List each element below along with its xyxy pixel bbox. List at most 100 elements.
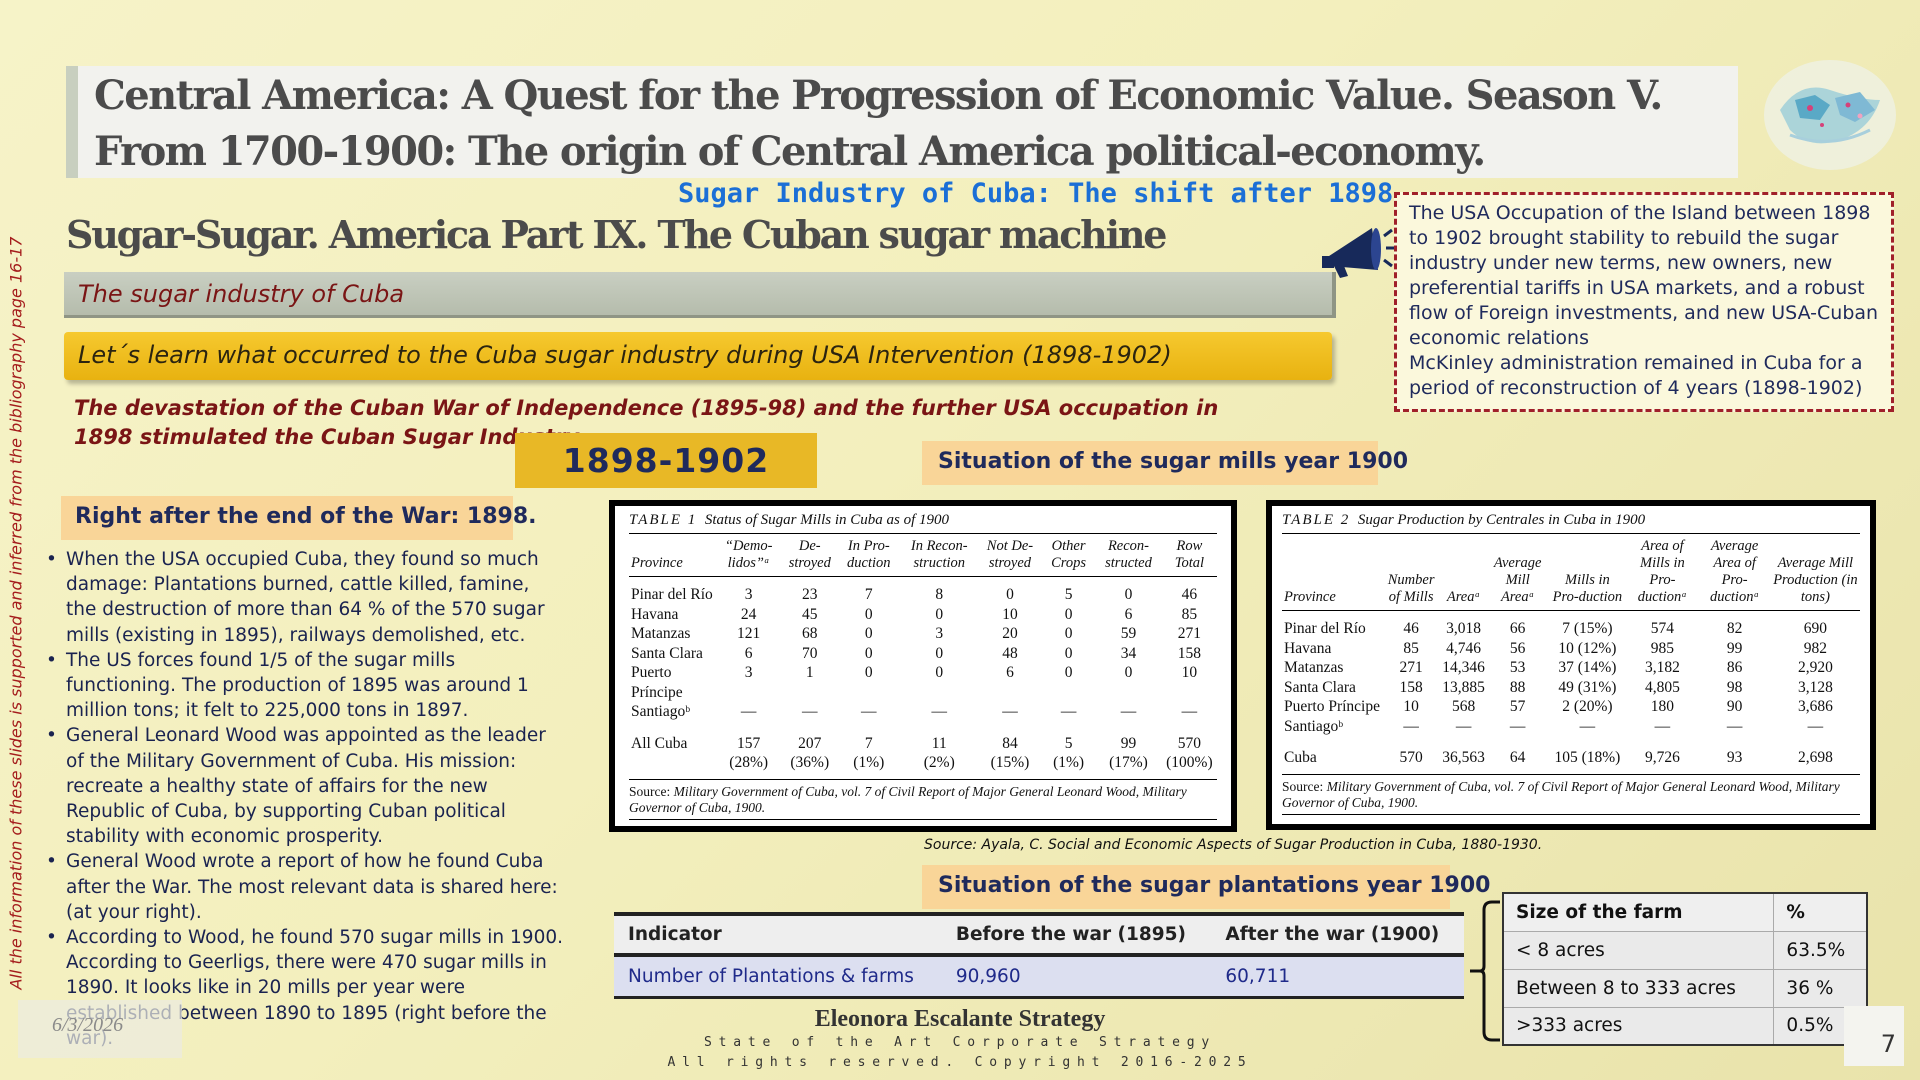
table-cell: — [1509,717,1526,735]
farm-cell: 36 % [1773,968,1868,1008]
table-sugar-mills-status: TABLE 1 Status of Sugar Mills in Cuba as… [609,500,1237,832]
table-cell: 0 [1064,625,1073,642]
slide-subtitle: Sugar Industry of Cuba: The shift after … [678,178,1394,209]
learn-bar: Let´s learn what occurred to the Cuba su… [64,332,1332,380]
table-row: Puerto 3 1 0 0 6 0 0 10 [629,663,1217,683]
table-cell: 68 [802,625,818,642]
table-cell: 23 [802,586,818,603]
table-cell: 3 [935,625,944,642]
table-row: Santa Clara 6 70 0 0 48 0 34 158 [629,644,1217,664]
table-cell: 158 [1177,644,1201,662]
table-cell: 88 [1509,678,1526,696]
table-cell: (36%) [782,753,838,780]
table-header-cell: In Pro-duction [837,534,901,577]
table-cell: (2%) [900,753,978,780]
table-row: Santiagoᵇ — — — — — — — [1282,717,1860,737]
table-cell [1095,683,1162,703]
title-line-2: From 1700-1900: The origin of Central Am… [94,128,1486,175]
table-cell: 20 [1002,625,1018,642]
table-cell: (17%) [1095,753,1162,780]
table-cell: 570 [1177,734,1201,752]
table-cell: 6 [1006,664,1014,681]
table-cell: 8 [935,586,944,603]
plant-cell: 90,960 [941,955,1212,999]
table-cell: 4,746 [1446,639,1481,657]
war-end-label: Right after the end of the War: 1898. [61,496,537,540]
table-cell: 3 [744,664,753,681]
table-cell: 45 [802,605,818,623]
table2-grid: Province Number of Mills Areaᵃ Average Mill… [1282,534,1860,775]
table-cell: 66 [1509,620,1526,637]
farm-cell: 63.5% [1773,930,1868,970]
table-row: Santiagoᵇ — — — — — — — — [629,702,1217,722]
table1-grid: Province “Demo-lidos”ᵃ De-stroyed In Pro-du… [629,534,1217,780]
table-cell: 57 [1509,698,1526,715]
table-sugar-production: TABLE 2 Sugar Production by Centrales in… [1266,500,1876,830]
table-cell: 10 [1002,605,1018,623]
table-cell: Pinar del Río [631,586,713,603]
table-cell: (28%) [714,753,783,780]
table-cell: 37 (14%) [1558,659,1617,676]
table-cell: 0 [864,625,873,642]
slide-title: Central America: A Quest for the Progres… [66,66,1738,178]
table-cell [978,683,1042,703]
table-cell: 7 [864,734,873,752]
table-cell: Pinar del Río [1284,620,1366,637]
table-cell: 14,346 [1442,659,1485,676]
table-cell: 985 [1650,639,1675,657]
table-cell: Santiagoᵇ [1284,717,1344,735]
table-row: Matanzas 271 14,346 53 37 (14%) 3,182 86 2,920 [1282,658,1860,678]
table-cell: 3,686 [1797,698,1833,715]
table-cell: 180 [1650,698,1675,715]
table-cell [629,753,715,780]
table-cell: — [1002,703,1018,720]
table-header-cell: De-stroyed [782,534,838,577]
table-row: >333 acres 0.5% [1502,1006,1868,1046]
table-row: Príncipe [629,683,1217,703]
period-label: 1898-1902 [515,433,817,488]
footer-company: Eleonora Escalante Strategy [814,1006,1106,1032]
table-cell: 0 [1124,664,1133,681]
table-cell: 2,698 [1770,736,1860,775]
table-cell: Havana [631,605,679,623]
table-cell: Havana [1284,639,1332,657]
table-cell: 4,805 [1644,678,1680,696]
table2-source: Source: Military Government of Cuba, vol… [1282,775,1860,815]
title-line-1: Central America: A Quest for the Progres… [94,72,1663,119]
table-row: Havana 24 45 0 0 10 0 6 85 [629,605,1217,625]
source-note: Source: Ayala, C. Social and Economic As… [924,837,1543,853]
table-header-cell: Recon-structed [1095,534,1162,577]
table-cell [783,683,838,703]
table-cell: 85 [1403,639,1419,657]
table-cell: 56 [1509,639,1526,657]
plant-header-after: After the war (1900) [1211,912,1464,957]
table-cell [1042,683,1095,703]
farm-size-table: Size of the farm % < 8 acres 63.5% Betwe… [1502,892,1868,1046]
table-cell: 34 [1120,644,1137,662]
table-cell: (15%) [977,753,1042,780]
section-title: Sugar-Sugar. America Part IX. The Cuban … [66,212,1167,257]
table-cell: 10 [1403,698,1419,715]
table-cell: 1 [805,664,814,681]
table-cell: Puerto [631,664,672,681]
footer: Eleonora Escalante Strategy State of the… [660,1006,1260,1073]
table-cell: 70 [802,644,818,662]
table-cell: — [1807,717,1824,735]
table-cell: — [1654,717,1671,735]
table-cell: — [1403,717,1419,735]
table-cell: 46 [1181,586,1198,603]
farm-header-pct: % [1773,892,1868,932]
slide-date: 6/3/2026 [18,1000,182,1058]
table-header-cell: “Demo-lidos”ᵃ [714,534,783,577]
table-cell: 5 [1064,734,1073,752]
table-cell: 53 [1509,659,1526,676]
page-number: 7 [1844,1006,1904,1066]
table-cell: 570 [1382,736,1441,775]
table1-caption: TABLE 1 Status of Sugar Mills in Cuba as… [629,512,1217,534]
devastation-statement: The devastation of the Cuban War of Inde… [74,396,1219,449]
table-cell: 690 [1803,620,1828,637]
table-row: Santa Clara 158 13,885 88 49 (31%) 4,805 98 3,1… [1282,678,1860,698]
bullet-item: The US forces found 1/5 of the sugar mil… [44,648,564,724]
mills-situation-label: Situation of the sugar mills year 1900 [922,441,1408,485]
table-cell: 82 [1726,620,1743,637]
